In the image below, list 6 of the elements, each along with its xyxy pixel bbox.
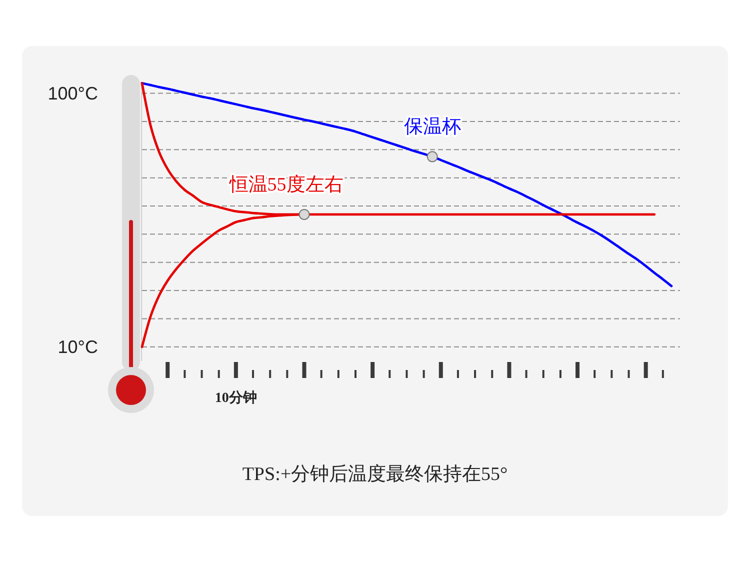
- x-tick-label: 10分钟: [214, 390, 257, 406]
- series-label: 保温杯: [404, 116, 461, 138]
- y-tick-label: 10°C: [58, 337, 98, 358]
- y-tick-label: 100°C: [48, 84, 98, 104]
- series-label: 恒温55度左右: [228, 173, 344, 196]
- text: TPS:+分钟后温度最终保持在55°: [242, 463, 508, 485]
